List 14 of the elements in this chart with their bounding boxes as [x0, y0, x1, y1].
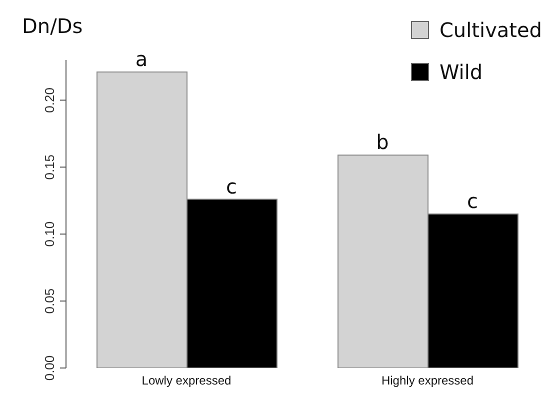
annotation: c [226, 174, 237, 198]
y-tick-label: 0.00 [42, 355, 57, 381]
legend-label: Wild [439, 60, 483, 84]
annotation: a [135, 47, 148, 72]
y-tick-label: 0.20 [42, 88, 57, 113]
y-axis-title: Dn/Ds [22, 14, 83, 38]
x-tick-label: Lowly expressed [142, 374, 232, 388]
y-tick-label: 0.15 [42, 154, 57, 180]
annotation: c [467, 189, 478, 213]
y-tick-label: 0.10 [42, 221, 57, 247]
annotation: b [376, 130, 389, 154]
y-tick-label: 0.05 [42, 288, 57, 314]
x-tick-label: Highly expressed [381, 374, 474, 388]
legend-label: Cultivated [439, 18, 542, 42]
